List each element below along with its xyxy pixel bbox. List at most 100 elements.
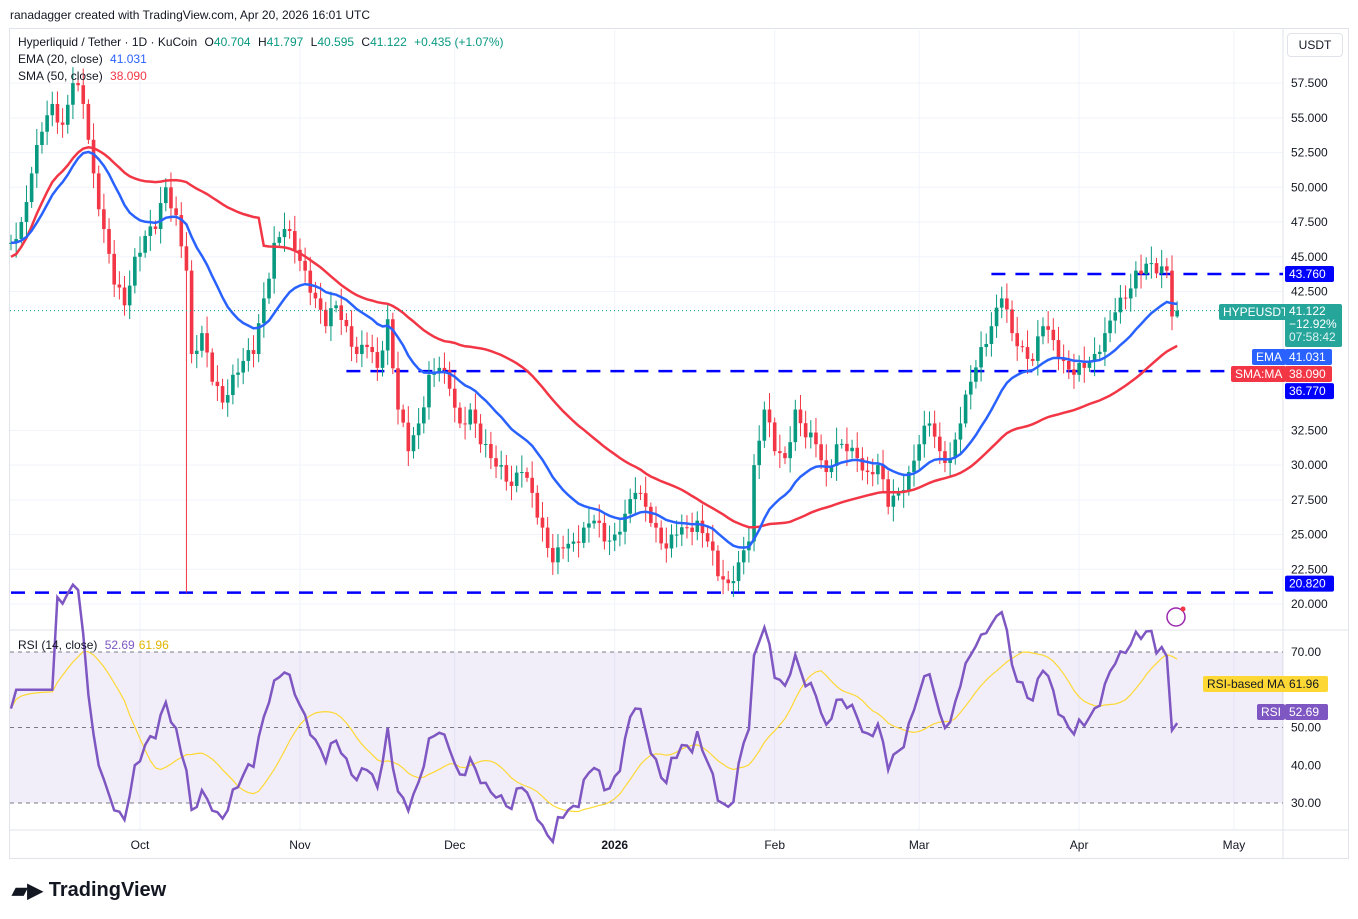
candle-body	[1005, 298, 1009, 310]
sma-label: SMA (50, close)	[18, 69, 103, 83]
candle-body	[1020, 346, 1025, 348]
candle-body	[282, 228, 287, 238]
candle-body	[716, 550, 720, 577]
candle-body	[40, 131, 44, 146]
candle-body	[231, 374, 235, 396]
candle-body	[1123, 297, 1128, 299]
candle-body	[643, 493, 648, 507]
candle-body	[50, 103, 55, 116]
sma-tag-value: 38.090	[1285, 366, 1332, 382]
candle-body	[803, 423, 808, 438]
candle-body	[447, 369, 452, 389]
price-tick-label: 57.500	[1291, 76, 1328, 90]
tradingview-logo[interactable]: ▰▶ TradingView	[12, 878, 166, 903]
candle-body	[762, 409, 767, 441]
candle-body	[102, 209, 106, 229]
level-label: 36.770	[1289, 384, 1326, 398]
level-tag	[1285, 383, 1334, 400]
rsi-band	[10, 652, 1283, 803]
candle-body	[974, 367, 978, 382]
candle-body	[210, 352, 215, 382]
candle-body	[690, 527, 694, 532]
candle-body	[143, 235, 147, 253]
candle-body	[581, 527, 586, 543]
candle-body	[860, 458, 865, 471]
candle-body	[1175, 310, 1179, 317]
candle-body	[174, 208, 178, 216]
candle-body	[1082, 363, 1087, 368]
candle-body	[839, 443, 844, 445]
candle-body	[1072, 369, 1076, 375]
candle-body	[1010, 309, 1014, 334]
notification-dot	[1180, 606, 1186, 612]
attribution: ranadagger created with TradingView.com,…	[10, 8, 370, 22]
candle-body	[323, 309, 328, 327]
candle-body	[349, 326, 354, 347]
candle-body	[468, 409, 473, 425]
logo-icon: ▰▶	[12, 880, 43, 902]
price-tick-label: 30.000	[1291, 458, 1328, 472]
sma-legend[interactable]: SMA (50, close) 38.090	[18, 69, 151, 83]
candle-body	[891, 495, 896, 507]
candle-body	[628, 499, 632, 514]
candle-body	[1139, 270, 1143, 275]
candle-body	[545, 527, 550, 548]
price-tick-label: 50.000	[1291, 180, 1328, 194]
candle-body	[411, 435, 416, 452]
time-tick-label: Dec	[444, 838, 465, 852]
ema-value: 41.031	[110, 52, 147, 66]
level-tag	[1285, 575, 1334, 592]
candle-body	[514, 472, 519, 486]
candle-body	[592, 520, 596, 524]
ema-legend[interactable]: EMA (20, close) 41.031	[18, 52, 151, 66]
candle-body	[669, 534, 674, 549]
symbol-tag: HYPEUSDT	[1219, 304, 1293, 320]
candle-body	[138, 252, 142, 257]
rsi-legend[interactable]: RSI (14, close) 52.69 61.96	[18, 638, 173, 652]
logo-text: TradingView	[48, 879, 167, 901]
candle-body	[721, 576, 725, 580]
candle-body	[220, 386, 225, 403]
candle-body	[164, 187, 168, 204]
candle-body	[587, 523, 591, 528]
candle-body	[313, 292, 318, 299]
candle-body	[633, 492, 638, 500]
candle-body	[1041, 326, 1045, 337]
price-chart[interactable]: 57.500 55.000 52.500 50.000 47.500 45.000 42.5…	[0, 0, 1358, 870]
candle-body	[1036, 336, 1040, 361]
candle-body	[215, 381, 220, 387]
candle-body	[551, 547, 555, 563]
candle-body	[76, 83, 80, 86]
candle-body	[169, 187, 173, 209]
candle-body	[499, 465, 503, 467]
sma-value: 38.090	[110, 69, 147, 83]
time-tick-label: Nov	[289, 838, 310, 852]
candle-body	[1030, 358, 1035, 361]
candle-body	[927, 423, 932, 426]
candle-body	[318, 298, 323, 310]
candle-body	[922, 425, 927, 445]
currency-button[interactable]: USDT	[1287, 33, 1343, 57]
candle-body	[984, 343, 989, 348]
candle-body	[370, 347, 374, 353]
candle-body	[200, 333, 204, 351]
price-tick-label: 52.500	[1291, 146, 1328, 160]
ema-tag-label: EMA	[1252, 349, 1287, 365]
candle-body	[809, 432, 813, 438]
candle-body	[664, 543, 669, 549]
candle-body	[736, 562, 741, 582]
candle-body	[293, 231, 297, 250]
candle-body	[834, 444, 839, 466]
candle-body	[876, 465, 880, 475]
candle-body	[1154, 263, 1159, 274]
low-label: L	[310, 35, 318, 49]
price-tick-label: 20.000	[1291, 597, 1328, 611]
candle-body	[483, 444, 488, 446]
candle-body	[845, 443, 849, 452]
time-tick-label: Mar	[909, 838, 930, 852]
rsi-value: 52.69	[104, 638, 135, 652]
open-value: 40.704	[213, 35, 251, 49]
candle-body	[55, 103, 60, 123]
candle-body	[287, 228, 292, 232]
candle-body	[829, 465, 834, 473]
